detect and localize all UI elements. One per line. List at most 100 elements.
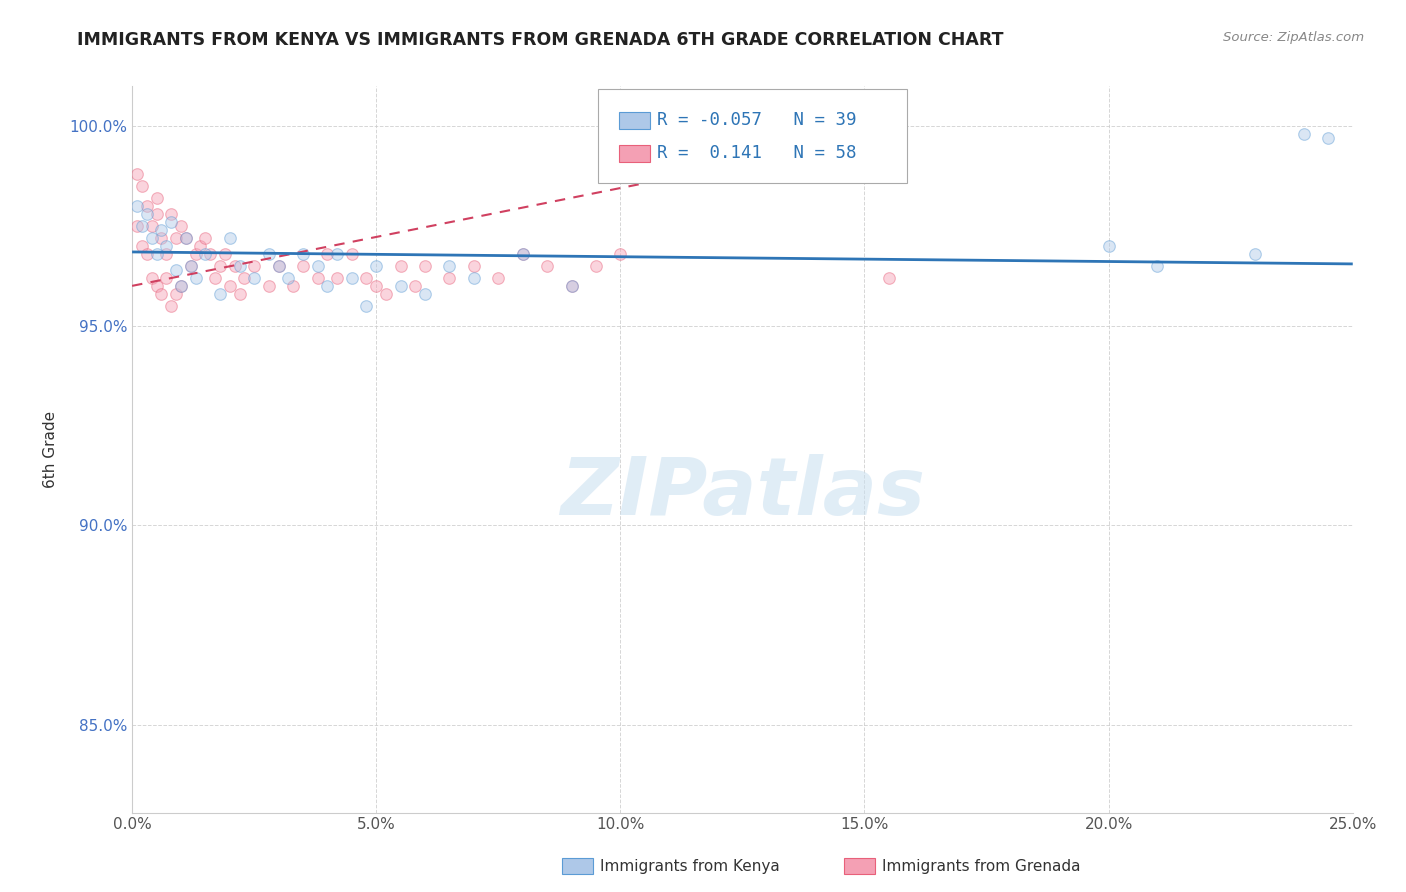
Point [145,207,167,221]
Point [375,286,398,301]
Point [145,278,167,293]
Point [1146,259,1168,273]
Point [340,271,363,285]
Point [135,199,157,213]
Point [125,199,148,213]
Point [174,231,197,245]
Point [267,259,290,273]
Text: R = -0.057   N = 39: R = -0.057 N = 39 [657,112,856,129]
Text: Immigrants from Grenada: Immigrants from Grenada [882,859,1080,873]
Point [180,259,202,273]
Text: Source: ZipAtlas.com: Source: ZipAtlas.com [1223,31,1364,45]
Point [389,259,412,273]
Point [1097,239,1119,253]
Point [131,179,153,194]
Point [170,278,193,293]
Point [463,259,485,273]
Point [218,278,240,293]
Point [160,215,183,229]
Point [307,259,329,273]
Point [141,231,163,245]
Point [257,247,280,261]
Point [208,286,231,301]
Point [486,271,509,285]
Point [170,219,193,233]
Point [200,247,222,261]
Point [316,247,339,261]
Point [184,271,207,285]
Point [224,259,246,273]
Point [316,278,339,293]
Point [131,239,153,253]
Point [228,259,250,273]
Point [194,231,217,245]
Point [155,239,177,253]
Point [160,299,183,313]
Point [560,278,582,293]
Point [404,278,426,293]
Point [413,286,436,301]
Point [366,278,388,293]
Point [150,223,173,237]
Point [141,271,163,285]
Point [877,271,900,285]
Point [277,271,299,285]
Text: Immigrants from Kenya: Immigrants from Kenya [600,859,780,873]
Point [214,247,236,261]
Point [184,247,207,261]
Point [150,231,173,245]
Point [1244,247,1267,261]
Text: ZIPatlas: ZIPatlas [560,454,925,532]
Point [356,271,378,285]
Point [204,271,226,285]
Point [170,278,193,293]
Point [291,247,314,261]
Point [165,263,187,277]
Point [307,271,329,285]
Point [560,278,582,293]
Point [243,271,266,285]
Point [439,271,461,285]
Point [165,286,187,301]
Point [233,271,256,285]
Point [131,219,153,233]
Point [155,247,177,261]
Point [257,278,280,293]
Point [609,247,631,261]
Point [366,259,388,273]
Point [135,207,157,221]
Point [155,271,177,285]
Point [512,247,534,261]
Point [413,259,436,273]
Point [125,219,148,233]
Point [536,259,558,273]
Point [208,259,231,273]
Text: R =  0.141   N = 58: R = 0.141 N = 58 [657,145,856,162]
Point [218,231,240,245]
Point [228,286,250,301]
Point [326,247,349,261]
Point [180,259,202,273]
Point [194,247,217,261]
Point [463,271,485,285]
Point [145,247,167,261]
Point [243,259,266,273]
Point [356,299,378,313]
Point [160,207,183,221]
Point [125,167,148,181]
Point [165,231,187,245]
Point [174,231,197,245]
Point [1292,127,1315,141]
Point [135,247,157,261]
Point [150,286,173,301]
Text: IMMIGRANTS FROM KENYA VS IMMIGRANTS FROM GRENADA 6TH GRADE CORRELATION CHART: IMMIGRANTS FROM KENYA VS IMMIGRANTS FROM… [77,31,1004,49]
Point [141,219,163,233]
Point [389,278,412,293]
Point [190,239,212,253]
Point [291,259,314,273]
Point [340,247,363,261]
Point [145,191,167,205]
Point [512,247,534,261]
Point [283,278,305,293]
Point [1317,131,1340,145]
